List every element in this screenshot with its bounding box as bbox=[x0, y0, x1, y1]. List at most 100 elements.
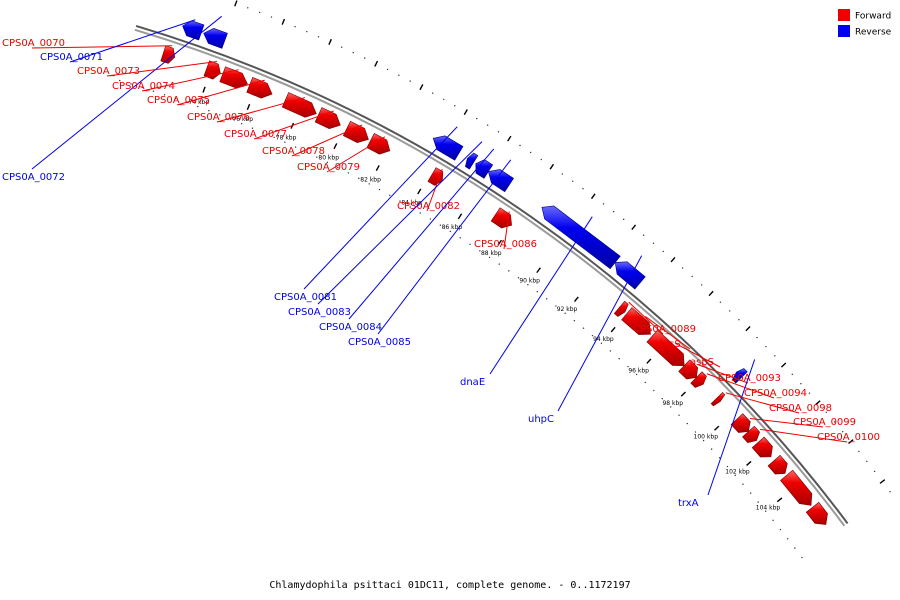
gene-cps0a_0094[interactable] bbox=[690, 371, 707, 388]
guide-dot bbox=[459, 237, 461, 239]
gene-label-cps0a_0079: CPS0A_0079 bbox=[297, 162, 360, 173]
guide-dot bbox=[794, 547, 796, 549]
gene-cps0a_0085[interactable] bbox=[488, 169, 515, 193]
gene-arrow bbox=[646, 329, 685, 366]
gene-cps0a_0093[interactable] bbox=[678, 359, 699, 380]
gene-arrow bbox=[366, 133, 391, 155]
guide-dot bbox=[670, 406, 672, 408]
gene-arrow bbox=[767, 454, 788, 475]
gene-cps0a_0076[interactable] bbox=[281, 92, 317, 118]
guide-dot bbox=[691, 275, 693, 278]
guide-dot bbox=[163, 94, 166, 96]
gene-cps0a_0072[interactable] bbox=[203, 28, 228, 49]
outer-scale-dash bbox=[549, 163, 555, 170]
label-leader-line bbox=[106, 60, 218, 77]
gene-uhpc[interactable] bbox=[614, 261, 646, 290]
outer-scale-dash bbox=[374, 60, 379, 67]
gene-cps0a_0077[interactable] bbox=[314, 107, 341, 130]
gene-trxa[interactable] bbox=[732, 368, 748, 384]
gene-unlabeled[interactable] bbox=[780, 469, 813, 506]
guide-dot bbox=[573, 319, 576, 322]
gene-label-cps0a_0098: CPS0A_0098 bbox=[769, 403, 832, 414]
gene-unlabeled[interactable] bbox=[805, 501, 828, 525]
gene-cps0a_0083[interactable] bbox=[465, 152, 479, 170]
guide-dot bbox=[258, 11, 261, 14]
gene-cps0a_0098[interactable] bbox=[710, 392, 726, 407]
guide-dot bbox=[622, 218, 625, 221]
legend-item-reverse[interactable]: Reverse bbox=[838, 25, 892, 38]
label-leader-line bbox=[674, 342, 721, 368]
guide-dot bbox=[419, 212, 421, 214]
guide-dot bbox=[305, 151, 307, 153]
gene-cps0a_0099[interactable] bbox=[730, 413, 751, 433]
gene-label-cps0a_0093: CPS0A_0093 bbox=[718, 373, 781, 384]
guide-dot bbox=[774, 355, 776, 357]
guide-dot bbox=[694, 431, 697, 433]
guide-dot bbox=[779, 528, 782, 531]
guide-dot bbox=[247, 7, 249, 9]
outer-scale-dash bbox=[463, 109, 468, 116]
guide-dot bbox=[454, 104, 456, 107]
guide-dot bbox=[497, 131, 500, 133]
guide-dot bbox=[386, 68, 389, 71]
gene-label-cps0a_0086: CPS0A_0086 bbox=[474, 239, 537, 250]
gene-cps0a_0100[interactable] bbox=[742, 425, 760, 444]
label-leader-line bbox=[645, 316, 691, 350]
gene-unlabeled[interactable] bbox=[751, 436, 773, 458]
gene-cps0a_0081[interactable] bbox=[432, 135, 464, 161]
guide-dot bbox=[208, 110, 210, 112]
gene-arrow bbox=[246, 76, 273, 99]
guide-dot bbox=[618, 358, 620, 360]
guide-dot bbox=[662, 250, 664, 253]
gene-arrow bbox=[614, 261, 646, 290]
gene-arrow bbox=[805, 501, 828, 525]
gene-hiss[interactable] bbox=[621, 307, 651, 335]
gene-cps0a_0079[interactable] bbox=[366, 133, 391, 155]
label-leader-line bbox=[557, 255, 643, 412]
legend-label-reverse: Reverse bbox=[855, 28, 892, 38]
gene-asps[interactable] bbox=[646, 329, 685, 366]
backbone-line-inner bbox=[135, 25, 849, 525]
outer-scale-dash bbox=[745, 325, 751, 332]
label-leader-line bbox=[348, 148, 495, 320]
guide-dot bbox=[642, 234, 645, 236]
gene-label-cps0a_0085: CPS0A_0085 bbox=[348, 337, 411, 348]
label-leader-line bbox=[503, 211, 510, 250]
outer-scale-dash bbox=[631, 224, 637, 231]
gene-cps0a_0075[interactable] bbox=[246, 76, 273, 99]
label-leader-line bbox=[326, 136, 386, 173]
scale-tick-label: 100 kbp bbox=[694, 433, 719, 440]
label-leader-line bbox=[759, 428, 848, 443]
scale-tick-label: 86 kbp bbox=[442, 224, 463, 231]
guide-dot bbox=[681, 267, 684, 269]
scale-tick-label: 82 kbp bbox=[360, 176, 381, 183]
scale-tick-label: 88 kbp bbox=[481, 250, 502, 257]
label-leader-line bbox=[377, 159, 512, 335]
gene-cps0a_0074[interactable] bbox=[219, 66, 248, 89]
label-leader-line bbox=[176, 79, 265, 106]
scale-tick bbox=[680, 391, 686, 397]
guide-dot bbox=[710, 448, 713, 450]
guide-dot bbox=[749, 492, 752, 494]
guide-dot bbox=[294, 26, 296, 28]
scale-tick bbox=[746, 460, 752, 466]
scale-ticks: 74 kbp 76 kbp 78 kbp 80 kbp 82 kbp 84 kbp 86 k… bbox=[189, 86, 783, 511]
guide-dot bbox=[219, 114, 221, 116]
guide-dot bbox=[757, 501, 759, 503]
gene-label-cps0a_0094: CPS0A_0094 bbox=[744, 388, 807, 399]
grid-dots bbox=[119, 0, 891, 559]
scale-tick bbox=[497, 239, 503, 246]
scale-tick bbox=[714, 425, 720, 431]
gene-unlabeled[interactable] bbox=[767, 454, 788, 475]
guide-dot bbox=[141, 86, 143, 89]
gene-cps0a_0089[interactable] bbox=[613, 300, 629, 317]
guide-dot bbox=[284, 141, 286, 143]
label-leader-line bbox=[725, 392, 800, 414]
gene-cps0a_0071[interactable] bbox=[182, 20, 205, 41]
guide-dot bbox=[409, 80, 411, 82]
legend-item-forward[interactable]: Forward bbox=[838, 9, 891, 22]
gene-cps0a_0070[interactable] bbox=[160, 45, 176, 64]
scale-tick bbox=[333, 143, 338, 150]
gene-label-hiss: hisS bbox=[660, 339, 681, 350]
guide-dot bbox=[352, 51, 354, 54]
